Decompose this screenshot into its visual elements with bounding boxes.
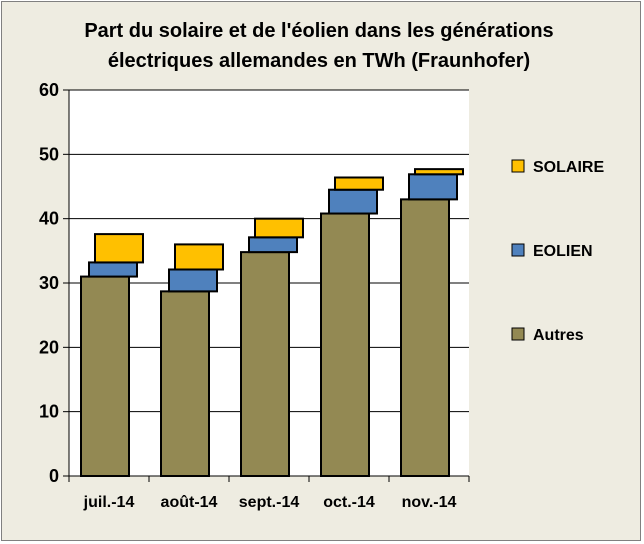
chart-title-line-1: Part du solaire et de l'éolien dans les … bbox=[84, 20, 554, 42]
x-tick-label: sept.-14 bbox=[239, 494, 300, 511]
y-tick-label: 50 bbox=[39, 144, 59, 164]
plot-area: 0 10 20 30 40 50 60 juil.-14 août-14 sept.-14 oct.… bbox=[39, 80, 470, 511]
bar-autres bbox=[160, 290, 210, 478]
y-tick-label: 0 bbox=[49, 466, 59, 486]
y-tick-label: 40 bbox=[39, 209, 59, 229]
y-tick-label: 10 bbox=[39, 402, 59, 422]
chart-title-line-2: électriques allemandes en TWh (Fraunhofe… bbox=[107, 50, 531, 72]
chart-title: Part du solaire et de l'éolien dans les … bbox=[2, 16, 636, 76]
y-tick-label: 30 bbox=[39, 273, 59, 293]
legend-label: EOLIEN bbox=[533, 243, 593, 260]
legend: SOLAIRE EOLIEN Autres bbox=[511, 159, 604, 344]
x-tick-label: oct.-14 bbox=[323, 494, 375, 511]
bar-solaire bbox=[334, 176, 384, 191]
bar-eolien bbox=[328, 188, 378, 215]
bar-eolien bbox=[168, 268, 218, 293]
bar-autres bbox=[320, 212, 370, 478]
bar-eolien bbox=[248, 236, 298, 254]
bar-solaire bbox=[174, 243, 224, 271]
y-tick-label: 20 bbox=[39, 337, 59, 357]
y-tick-label: 60 bbox=[39, 80, 59, 100]
bar-autres bbox=[240, 251, 290, 477]
bar-autres bbox=[400, 198, 450, 477]
x-tick-label: nov.-14 bbox=[402, 494, 457, 511]
legend-swatch bbox=[511, 159, 525, 173]
bar-autres bbox=[80, 275, 130, 478]
bar-eolien bbox=[88, 261, 138, 278]
legend-label: SOLAIRE bbox=[533, 159, 604, 176]
bar-solaire bbox=[414, 168, 464, 176]
bar-solaire bbox=[94, 233, 144, 264]
legend-label: Autres bbox=[533, 327, 584, 344]
legend-swatch bbox=[511, 327, 525, 341]
bar-eolien bbox=[408, 173, 458, 201]
x-tick-label: juil.-14 bbox=[83, 494, 135, 511]
bar-solaire bbox=[254, 217, 304, 239]
x-tick-label: août-14 bbox=[161, 494, 218, 511]
legend-swatch bbox=[511, 243, 525, 257]
